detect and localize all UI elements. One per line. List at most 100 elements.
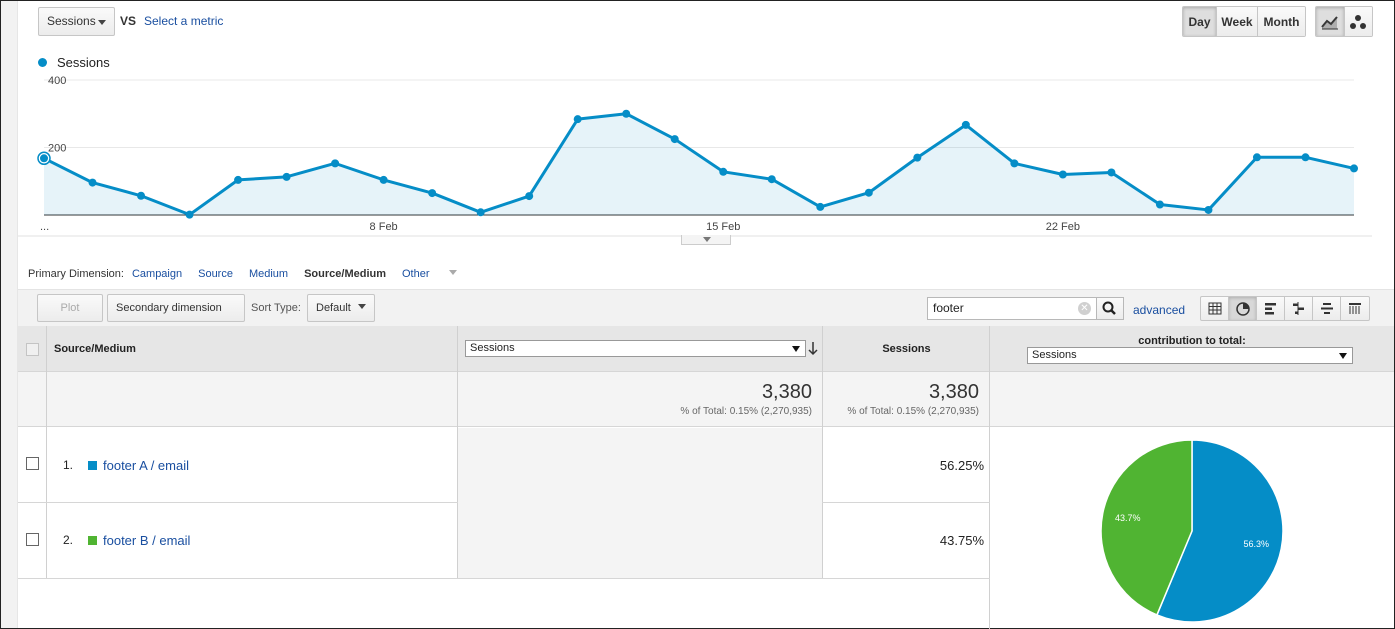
search-button[interactable] xyxy=(1096,297,1124,320)
dimension-other[interactable]: Other xyxy=(402,268,473,280)
left-side-strip xyxy=(1,1,18,628)
column-divider xyxy=(457,326,458,579)
row-checkbox[interactable] xyxy=(26,457,39,470)
sort-type-label: Sort Type: xyxy=(251,302,301,314)
data-point xyxy=(1155,200,1164,209)
metric-column-select[interactable]: Sessions xyxy=(465,340,806,357)
data-point xyxy=(816,202,825,211)
data-point xyxy=(1301,153,1310,162)
dimension-campaign[interactable]: Campaign xyxy=(131,268,183,280)
data-point xyxy=(40,154,48,163)
select-metric-link[interactable]: Select a metric xyxy=(144,14,224,28)
metric-total-percent: % of Total: 0.15% (2,270,935) xyxy=(680,406,812,417)
row-sessions-percent: 56.25% xyxy=(939,458,984,473)
row-number: 1. xyxy=(63,458,74,472)
contribution-label: contribution to total: xyxy=(1138,335,1246,347)
sorted-column-highlight xyxy=(458,428,822,578)
table-toolbar: Plot Rows Secondary dimension Sort Type:… xyxy=(18,289,1394,340)
column-header-source-medium[interactable]: Source/Medium xyxy=(54,343,136,355)
pie-slice-label: 56.3% xyxy=(1243,539,1269,549)
advanced-filter-link[interactable]: advanced xyxy=(1133,303,1186,317)
chevron-down-icon xyxy=(448,270,457,275)
pie-slice[interactable] xyxy=(1155,439,1284,623)
row-color-swatch xyxy=(88,536,97,545)
pivot-view-button[interactable] xyxy=(1341,297,1369,320)
primary-dimension-bar: Primary Dimension: Campaign Source Mediu… xyxy=(28,268,489,280)
plot-rows-button[interactable]: Plot Rows xyxy=(37,294,103,340)
line-chart-icon xyxy=(1320,15,1338,29)
comparison-icon xyxy=(1292,302,1304,315)
term-cloud-icon xyxy=(1320,303,1333,314)
data-point xyxy=(525,192,534,201)
table-header: Source/Medium Sessions Sessions contribu… xyxy=(18,326,1394,372)
data-point xyxy=(1204,205,1213,214)
data-point xyxy=(1252,153,1261,162)
clear-icon[interactable]: ✕ xyxy=(1078,302,1091,315)
dimension-source[interactable]: Source xyxy=(198,268,233,280)
motion-chart-button[interactable] xyxy=(1344,7,1372,36)
row-sessions-percent: 43.75% xyxy=(939,533,984,548)
data-point xyxy=(1350,164,1358,173)
contribution-pie-chart: 56.3% 43.7% xyxy=(1100,439,1284,623)
motion-chart-icon xyxy=(1350,14,1367,29)
row-label-link[interactable]: footer B / email xyxy=(103,533,191,548)
secondary-dimension-dropdown[interactable]: Secondary dimension xyxy=(107,294,245,335)
comparison-view-button[interactable] xyxy=(1285,297,1313,320)
month-button[interactable]: Month xyxy=(1258,7,1305,36)
contribution-select-label: Sessions xyxy=(1032,349,1077,361)
table-search-input[interactable]: footer ✕ xyxy=(927,297,1097,320)
vs-label: VS xyxy=(120,14,137,28)
metric-dropdown-label: Sessions xyxy=(47,14,96,28)
search-value: footer xyxy=(933,301,964,315)
data-table-view-button[interactable] xyxy=(1201,297,1229,320)
data-point xyxy=(670,135,679,144)
pivot-icon xyxy=(1349,303,1361,314)
column-divider xyxy=(46,326,47,579)
chart-type-toggle xyxy=(1315,6,1373,37)
select-all-checkbox[interactable] xyxy=(26,343,39,356)
dimension-medium[interactable]: Medium xyxy=(248,268,289,280)
data-point xyxy=(767,175,776,184)
dimension-source-medium[interactable]: Source/Medium xyxy=(304,268,386,280)
percentage-view-button[interactable] xyxy=(1229,297,1257,320)
primary-dimension-label: Primary Dimension: xyxy=(28,268,124,280)
line-chart-button[interactable] xyxy=(1316,7,1345,36)
sort-type-dropdown[interactable]: Default xyxy=(307,294,375,322)
row-color-swatch xyxy=(88,461,97,470)
data-point xyxy=(719,167,728,176)
sort-type-value: Default xyxy=(316,302,351,314)
column-divider xyxy=(989,326,990,629)
sessions-total-percent: % of Total: 0.15% (2,270,935) xyxy=(847,406,979,417)
data-point xyxy=(1107,168,1116,177)
search-icon xyxy=(1102,301,1116,315)
row-checkbox[interactable] xyxy=(26,533,39,546)
metric-dropdown[interactable]: Sessions xyxy=(38,7,115,36)
sort-descending-icon[interactable] xyxy=(807,341,819,356)
data-table-icon xyxy=(1208,302,1221,315)
performance-view-button[interactable] xyxy=(1257,297,1285,320)
row-label-link[interactable]: footer A / email xyxy=(103,458,189,473)
week-button[interactable]: Week xyxy=(1217,7,1258,36)
sessions-area xyxy=(44,113,1354,215)
data-point xyxy=(137,191,146,200)
x-tick-label: 8 Feb xyxy=(370,221,398,233)
data-point xyxy=(573,115,582,124)
data-point xyxy=(476,208,485,217)
data-point xyxy=(913,153,922,162)
data-point xyxy=(234,175,243,184)
pie-slice[interactable] xyxy=(1100,439,1193,616)
data-point xyxy=(1010,159,1019,168)
contribution-select[interactable]: Sessions xyxy=(1027,347,1353,364)
day-button[interactable]: Day xyxy=(1183,7,1217,36)
chart-expand-tab[interactable] xyxy=(681,235,731,245)
legend-color-dot xyxy=(38,58,47,67)
column-header-sessions[interactable]: Sessions xyxy=(882,343,931,355)
data-point xyxy=(282,172,291,181)
chevron-down-icon xyxy=(357,304,366,309)
data-point xyxy=(185,210,194,219)
sessions-series-line xyxy=(43,112,1355,217)
y-tick-label: 400 xyxy=(48,75,66,87)
chevron-down-icon xyxy=(703,237,711,242)
term-cloud-view-button[interactable] xyxy=(1313,297,1341,320)
chevron-down-icon xyxy=(98,20,106,25)
